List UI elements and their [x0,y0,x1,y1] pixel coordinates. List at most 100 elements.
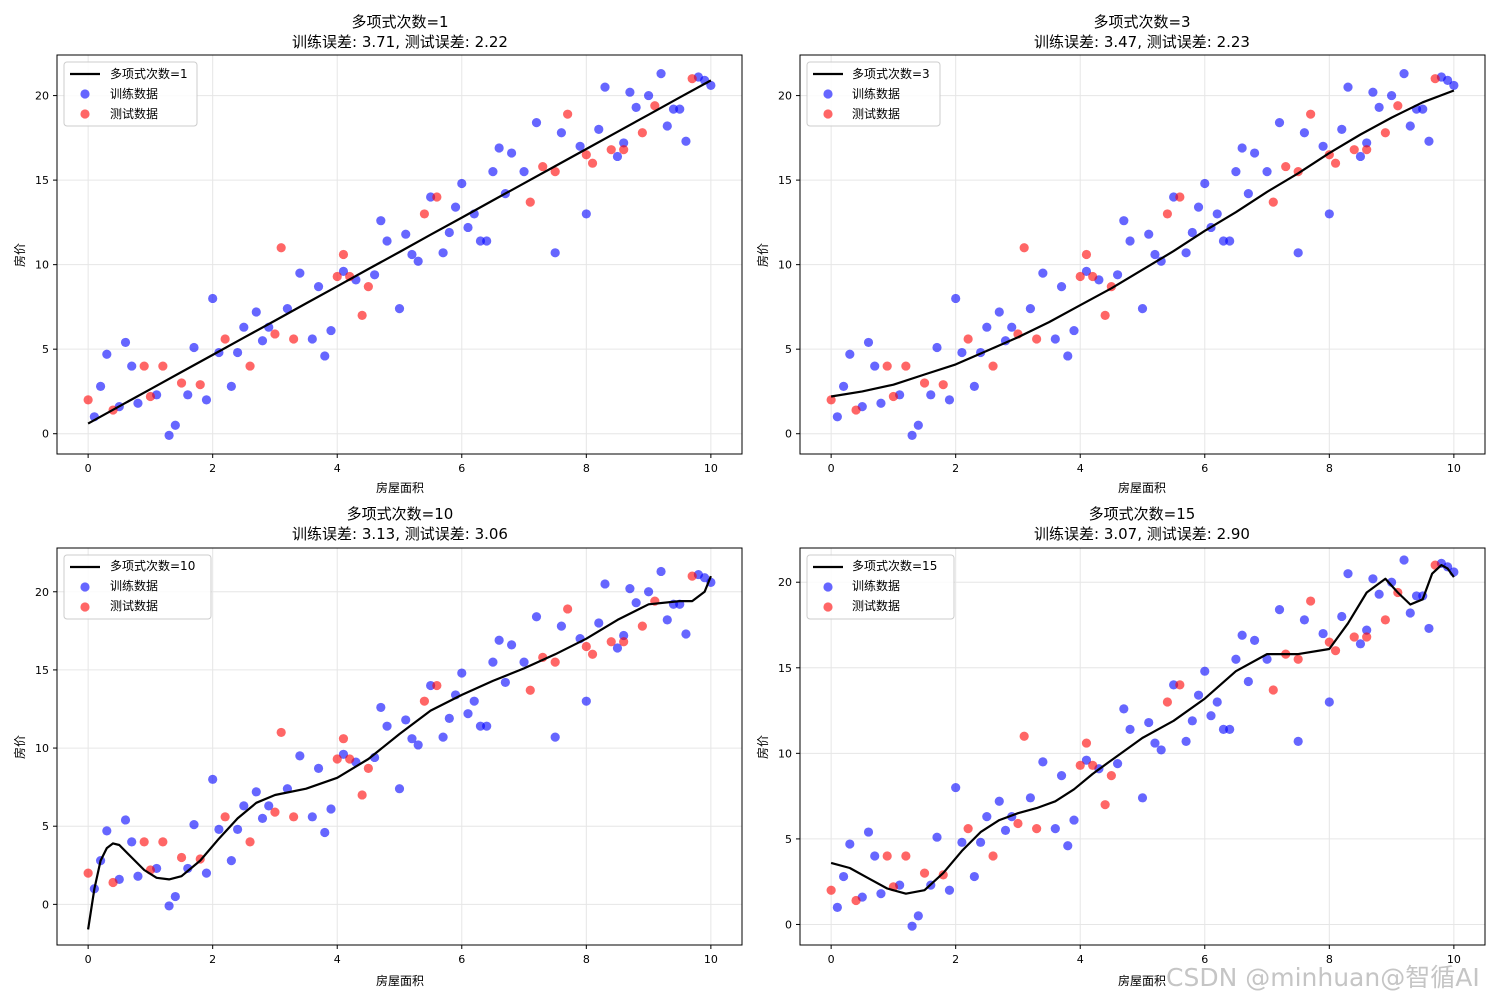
test-point [606,637,616,647]
train-point [1063,841,1073,851]
train-point [482,236,492,246]
train-point [1069,325,1079,336]
legend-fit-label: 多项式次数=1 [110,66,188,81]
test-point [1268,197,1278,207]
test-point [220,334,230,344]
train-point [1137,793,1148,803]
train-point [1231,654,1241,664]
train-point [488,167,498,177]
test-point [938,380,948,390]
legend-test-marker [80,109,90,119]
test-point [687,74,697,84]
train-point [944,885,955,895]
legend-test-marker [823,602,833,612]
axes-frame [799,547,1486,946]
plot-area: 0 2 4 6 8 10 0 5 10 15 20 [35,54,743,475]
legend-test-label: 测试数据 [110,598,158,613]
train-point [251,787,261,797]
y-tick-label: 15 [35,664,49,677]
test-point [687,571,697,581]
train-point [656,566,666,577]
y-axis-label: 房价 [755,243,770,267]
x-tick-label: 8 [1326,953,1333,966]
train-point [1200,666,1210,676]
x-tick-label: 4 [334,462,341,475]
train-point [394,304,405,314]
test-point [1106,770,1116,781]
test-point [1430,74,1440,84]
test-point [619,145,629,155]
train-point [870,361,880,371]
test-point [108,877,118,888]
subplot-title-line1: 多项式次数=1 [351,13,448,31]
test-point [851,405,861,415]
subplot-degree-3: 0 2 4 6 8 10 0 5 10 15 20 多项式次数=3 训练误差: 3.47, 测试误差… [755,13,1486,495]
test-point [357,790,367,800]
test-point [619,637,629,647]
test-point [158,361,168,371]
train-point [838,871,849,882]
y-tick-label: 20 [35,586,49,599]
test-point [1032,824,1042,834]
x-tick-label: 0 [85,462,92,475]
train-point [1262,654,1272,664]
train-point [550,732,560,742]
train-point [675,104,685,114]
train-point [975,837,986,847]
y-tick-label: 15 [778,174,792,187]
x-tick-label: 2 [952,462,959,475]
train-point [1243,189,1253,199]
train-point [1000,825,1011,835]
train-point [876,398,886,408]
train-point [407,734,417,744]
test-point [139,361,149,371]
train-point [1424,136,1434,146]
train-point [189,342,199,353]
test-point [888,391,899,402]
test-point [587,158,598,168]
train-point [133,398,143,408]
train-point [226,381,236,391]
test-point [245,837,255,847]
train-point [681,136,691,146]
train-point [531,612,542,622]
train-point [164,901,174,911]
train-point [1025,793,1036,803]
test-point [988,361,998,371]
test-point [1175,680,1185,690]
legend-test-label: 测试数据 [852,106,900,121]
axes-frame [56,547,743,946]
train-point [631,598,641,608]
train-point [1119,216,1129,226]
train-point [982,322,992,332]
train-point [1144,717,1154,728]
train-point [1119,704,1129,714]
test-point [1330,158,1341,168]
train-point [457,178,467,189]
train-point [1069,815,1079,825]
test-point [1162,697,1173,707]
legend-test-marker [80,602,90,612]
test-point [1075,271,1085,282]
legend-train-marker [80,89,90,99]
test-point [345,754,355,764]
train-point [450,202,461,212]
test-point [245,361,255,371]
train-point [438,732,448,742]
train-point [838,381,849,391]
train-point [1318,628,1328,639]
legend-train-label: 训练数据 [852,578,900,593]
train-point [133,871,143,881]
train-point [1274,605,1285,615]
train-point [463,222,473,233]
test-point [220,812,230,822]
train-point [1187,716,1197,726]
test-point [1349,632,1359,642]
train-point [619,138,629,148]
train-point [594,124,604,134]
test-point [1081,249,1092,260]
test-point [338,734,349,744]
train-point [832,902,842,912]
train-point [320,827,330,838]
train-point [394,784,405,794]
